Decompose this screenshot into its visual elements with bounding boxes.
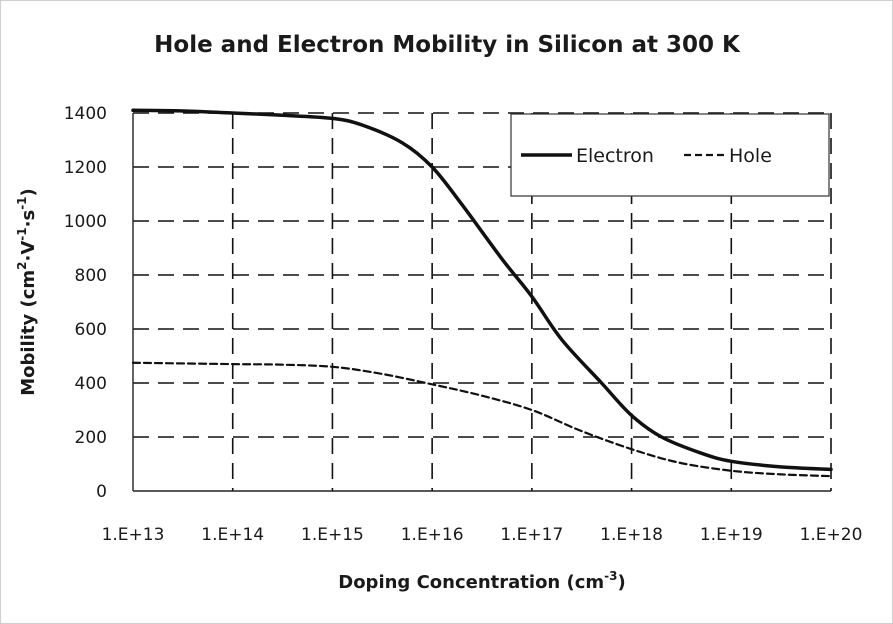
x-tick-label: 1.E+15 bbox=[301, 525, 364, 545]
y-tick-label: 200 bbox=[75, 428, 107, 448]
legend-electron-label: Electron bbox=[576, 145, 654, 167]
x-tick-label: 1.E+19 bbox=[700, 525, 763, 545]
x-tick-label: 1.E+16 bbox=[401, 525, 464, 545]
x-tick-label: 1.E+18 bbox=[600, 525, 663, 545]
x-axis-label: Doping Concentration (cm-3) bbox=[338, 569, 626, 593]
x-tick-label: 1.E+20 bbox=[800, 525, 863, 545]
legend-hole-label: Hole bbox=[729, 145, 772, 167]
series-line-electron bbox=[131, 108, 833, 472]
y-tick-label: 0 bbox=[96, 482, 107, 502]
y-tick-label: 400 bbox=[75, 374, 107, 394]
axes bbox=[132, 113, 831, 492]
x-tick-label: 1.E+13 bbox=[102, 525, 165, 545]
series bbox=[131, 108, 833, 478]
tick-labels: 0 200 400 600 800 1000 1200 1400 1.E+13 1.E+14 1.E… bbox=[64, 104, 863, 545]
x-tick-label: 1.E+14 bbox=[201, 525, 264, 545]
series-line-hole bbox=[131, 361, 833, 478]
y-tick-label: 600 bbox=[75, 320, 107, 340]
y-tick-label: 800 bbox=[75, 266, 107, 286]
chart-title: Hole and Electron Mobility in Silicon at… bbox=[154, 32, 741, 58]
y-tick-label: 1000 bbox=[64, 212, 107, 232]
y-axis-label: Mobility (cm2·V-1·s-1) bbox=[15, 188, 39, 396]
legend: Electron Hole bbox=[510, 113, 830, 197]
x-tick-label: 1.E+17 bbox=[500, 525, 563, 545]
y-tick-label: 1200 bbox=[64, 158, 107, 178]
y-tick-label: 1400 bbox=[64, 104, 107, 124]
